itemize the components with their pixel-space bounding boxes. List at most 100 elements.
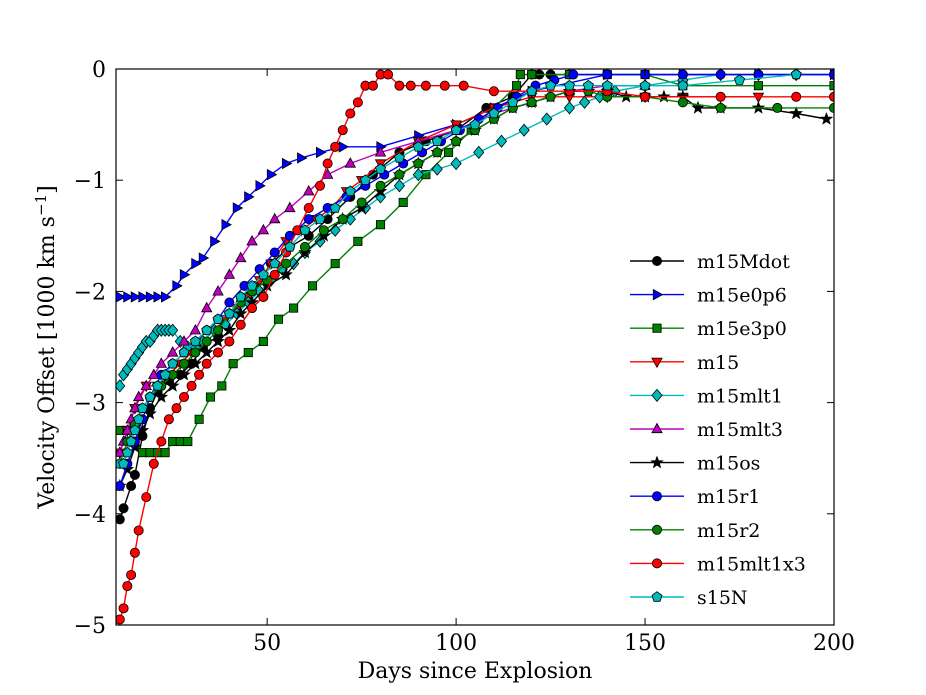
data-point-m15e0p6 (281, 157, 293, 170)
legend-label: m15e0p6 (697, 285, 787, 307)
series-s15N (116, 68, 802, 469)
data-point-m15os (279, 267, 293, 281)
data-point-m15os (165, 378, 180, 392)
data-point-m15e3p0 (353, 236, 363, 246)
data-point-s15N (133, 413, 145, 425)
data-point-m15e3p0 (307, 281, 318, 291)
legend-entry-m15Mdot: m15Mdot (630, 251, 790, 273)
data-point-m15mlt1 (412, 168, 424, 182)
data-point-m15mlt3 (234, 251, 247, 263)
data-point-m15r2 (201, 336, 212, 347)
data-point-s15N (329, 202, 341, 213)
data-point-m15mlt3 (140, 379, 152, 391)
data-point-m15r2 (772, 102, 783, 113)
data-point-m15mlt1x3 (171, 403, 182, 414)
data-point-s15N (450, 124, 462, 135)
data-point-s15N (734, 74, 746, 85)
data-point-m15e3p0 (194, 414, 204, 424)
legend-label: m15e3p0 (697, 318, 787, 340)
data-point-m15mlt1x3 (367, 80, 378, 91)
data-point-s15N (469, 118, 481, 130)
data-point-m15mlt1x3 (458, 80, 469, 91)
data-point-m15e3p0 (330, 259, 340, 269)
data-point-m15mlt1x3 (420, 80, 431, 91)
data-point-m15e3p0 (145, 448, 155, 458)
data-point-m15mlt1x3 (163, 414, 174, 425)
legend-marker (650, 455, 664, 469)
data-point-m15mlt1x3 (322, 158, 333, 169)
legend-marker (651, 422, 663, 434)
data-point-m15mlt1x3 (258, 291, 269, 302)
series-line-m15mlt3 (119, 85, 646, 453)
data-point-m15mlt3 (223, 268, 236, 279)
data-point-m15e0p6 (191, 257, 202, 270)
y-axis-label-close: ] (35, 185, 60, 194)
legend-entry-s15N: s15N (630, 587, 748, 609)
data-point-m15mlt3 (148, 368, 160, 379)
data-point-m15e3p0 (375, 220, 386, 230)
series-m15mlt3 (116, 79, 651, 457)
data-series-layer (116, 67, 834, 625)
y-tick-label: −4 (74, 503, 106, 528)
data-point-m15mlt3 (246, 234, 258, 246)
data-point-m15r1 (116, 481, 125, 491)
legend-label: m15r1 (697, 486, 760, 508)
data-point-m15r2 (545, 91, 556, 102)
data-point-s15N (790, 68, 802, 80)
data-point-m15mlt1x3 (224, 336, 235, 347)
data-point-s15N (639, 79, 651, 91)
data-point-m15e0p6 (232, 202, 244, 214)
data-point-m15Mdot (118, 503, 129, 514)
data-point-m15e3p0 (243, 348, 253, 358)
data-point-m15e0p6 (130, 291, 142, 303)
data-point-s15N (246, 280, 258, 291)
data-point-m15mlt1x3 (715, 91, 726, 102)
legend-marker (652, 491, 663, 502)
data-point-m15e3p0 (273, 314, 284, 324)
data-point-m15mlt3 (269, 212, 281, 224)
data-point-m15mlt1 (393, 179, 406, 193)
series-m15r2 (116, 86, 834, 469)
data-point-m15mlt1x3 (488, 86, 499, 97)
legend-entry-m15mlt3: m15mlt3 (630, 419, 783, 441)
data-point-m15r2 (432, 147, 443, 158)
y-axis-label-main: Velocity Offset [1000 km s (35, 216, 60, 510)
data-point-m15e0p6 (179, 269, 191, 281)
data-point-m15r2 (213, 325, 224, 336)
data-point-m15mlt1x3 (791, 91, 802, 102)
data-point-m15e3p0 (753, 81, 763, 91)
data-point-m15mlt3 (303, 184, 315, 196)
data-point-m15mlt1x3 (179, 392, 190, 403)
data-point-m15mlt1 (431, 162, 443, 176)
data-point-s15N (152, 380, 164, 391)
legend-entry-m15e0p6: m15e0p6 (630, 285, 787, 307)
x-tick-label: 100 (435, 631, 477, 656)
data-point-m15mlt1x3 (126, 569, 137, 580)
data-point-m15e3p0 (512, 81, 522, 91)
data-point-m15e0p6 (160, 291, 172, 303)
data-point-m15e3p0 (168, 436, 178, 447)
data-point-m15e3p0 (527, 70, 537, 80)
data-point-m15os (819, 111, 834, 125)
data-point-m15mlt1x3 (345, 108, 356, 119)
legend-marker (652, 558, 663, 569)
legend-marker (652, 288, 664, 301)
data-point-m15e0p6 (153, 291, 164, 303)
legend-marker (651, 388, 663, 403)
data-point-m15mlt1x3 (303, 202, 314, 213)
data-point-m15r1 (224, 297, 235, 308)
data-point-m15mlt1x3 (640, 91, 651, 102)
legend-entry-m15r2: m15r2 (630, 520, 760, 542)
data-point-m15os (789, 106, 803, 120)
data-point-m15r2 (526, 97, 537, 108)
legend-label: m15mlt3 (697, 419, 783, 441)
plot-frame (115, 68, 835, 626)
data-point-m15r2 (318, 225, 329, 236)
legend: m15Mdot m15e0p6 m15e3p0 m15 m15mlt1 m15mlt3 m1… (630, 251, 806, 609)
data-point-s15N (299, 224, 311, 235)
data-point-m15r2 (299, 241, 310, 252)
legend-label: m15Mdot (697, 251, 790, 273)
data-point-m15mlt3 (257, 223, 270, 235)
data-point-m15Mdot (126, 480, 137, 491)
x-axis-label: Days since Explosion (358, 659, 593, 684)
